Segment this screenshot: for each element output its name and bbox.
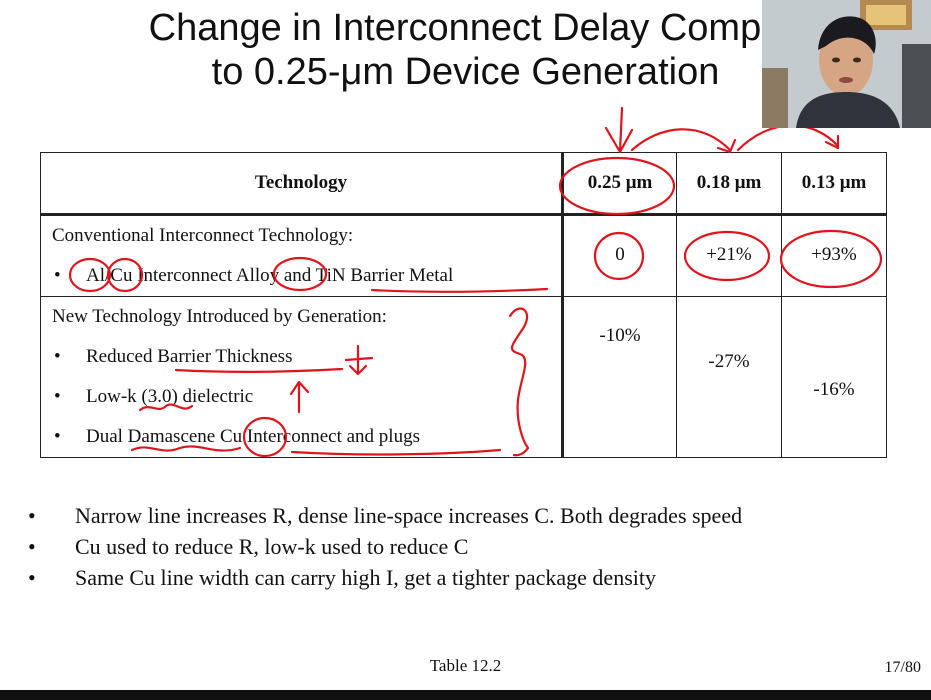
arc-arrow	[630, 128, 737, 154]
conventional-value-025: 0	[561, 214, 677, 297]
conventional-tech-cell: Conventional Interconnect Technology: Al…	[40, 214, 563, 297]
new-tech-heading: New Technology Introduced by Generation:	[52, 306, 387, 327]
list-item: Cu used to reduce R, low-k used to reduc…	[28, 531, 742, 562]
conventional-heading: Conventional Interconnect Technology:	[52, 225, 354, 246]
new-value-013: -16%	[781, 296, 887, 458]
slide-title: Change in Interconnect Delay Compa to 0.…	[0, 6, 931, 94]
table-caption: Table 12.2	[429, 656, 502, 675]
conventional-bullet: Al/Cu Interconnect Alloy and TiN Barrier…	[52, 256, 561, 296]
table-row: Conventional Interconnect Technology: Al…	[40, 214, 887, 297]
value-cell: -10%	[599, 325, 641, 346]
notes-list: Narrow line increases R, dense line-spac…	[28, 500, 742, 593]
page-number: 17/80	[884, 659, 921, 676]
arc-arrow	[736, 124, 840, 152]
slide-title-line2: to 0.25-μm Device Generation	[211, 51, 720, 93]
slide-title-line1: Change in Interconnect Delay Compa	[148, 7, 783, 49]
new-value-018: -27%	[676, 296, 782, 458]
list-item: Same Cu line width can carry high I, get…	[28, 562, 742, 593]
new-tech-bullet: Dual Damascene Cu Interconnect and plugs	[52, 417, 561, 457]
down-arrow	[604, 106, 634, 154]
delay-table: Technology 0.25 μm 0.18 μm 0.13 μm Conve…	[40, 152, 887, 458]
header-025um: 0.25 μm	[561, 152, 677, 216]
new-tech-cell: New Technology Introduced by Generation:…	[40, 296, 563, 458]
new-tech-bullet: Reduced Barrier Thickness	[52, 337, 561, 377]
header-013um: 0.13 μm	[781, 152, 887, 216]
table-header-row: Technology 0.25 μm 0.18 μm 0.13 μm	[40, 152, 887, 216]
table-row: New Technology Introduced by Generation:…	[40, 296, 887, 458]
new-tech-bullet: Low-k (3.0) dielectric	[52, 377, 561, 417]
value-cell: -16%	[813, 379, 855, 400]
presenter-video	[762, 0, 931, 128]
value-cell: +21%	[706, 244, 752, 265]
list-item: Narrow line increases R, dense line-spac…	[28, 500, 742, 531]
value-cell: +93%	[811, 244, 857, 265]
value-cell: 0	[615, 244, 625, 265]
value-cell: -27%	[708, 351, 750, 372]
bottom-bar	[0, 690, 931, 700]
conventional-value-018: +21%	[676, 214, 782, 297]
conventional-value-013: +93%	[781, 214, 887, 297]
presenter-webcam	[762, 0, 931, 128]
header-018um: 0.18 μm	[676, 152, 782, 216]
new-value-025: -10%	[561, 296, 677, 458]
header-technology: Technology	[40, 152, 563, 216]
